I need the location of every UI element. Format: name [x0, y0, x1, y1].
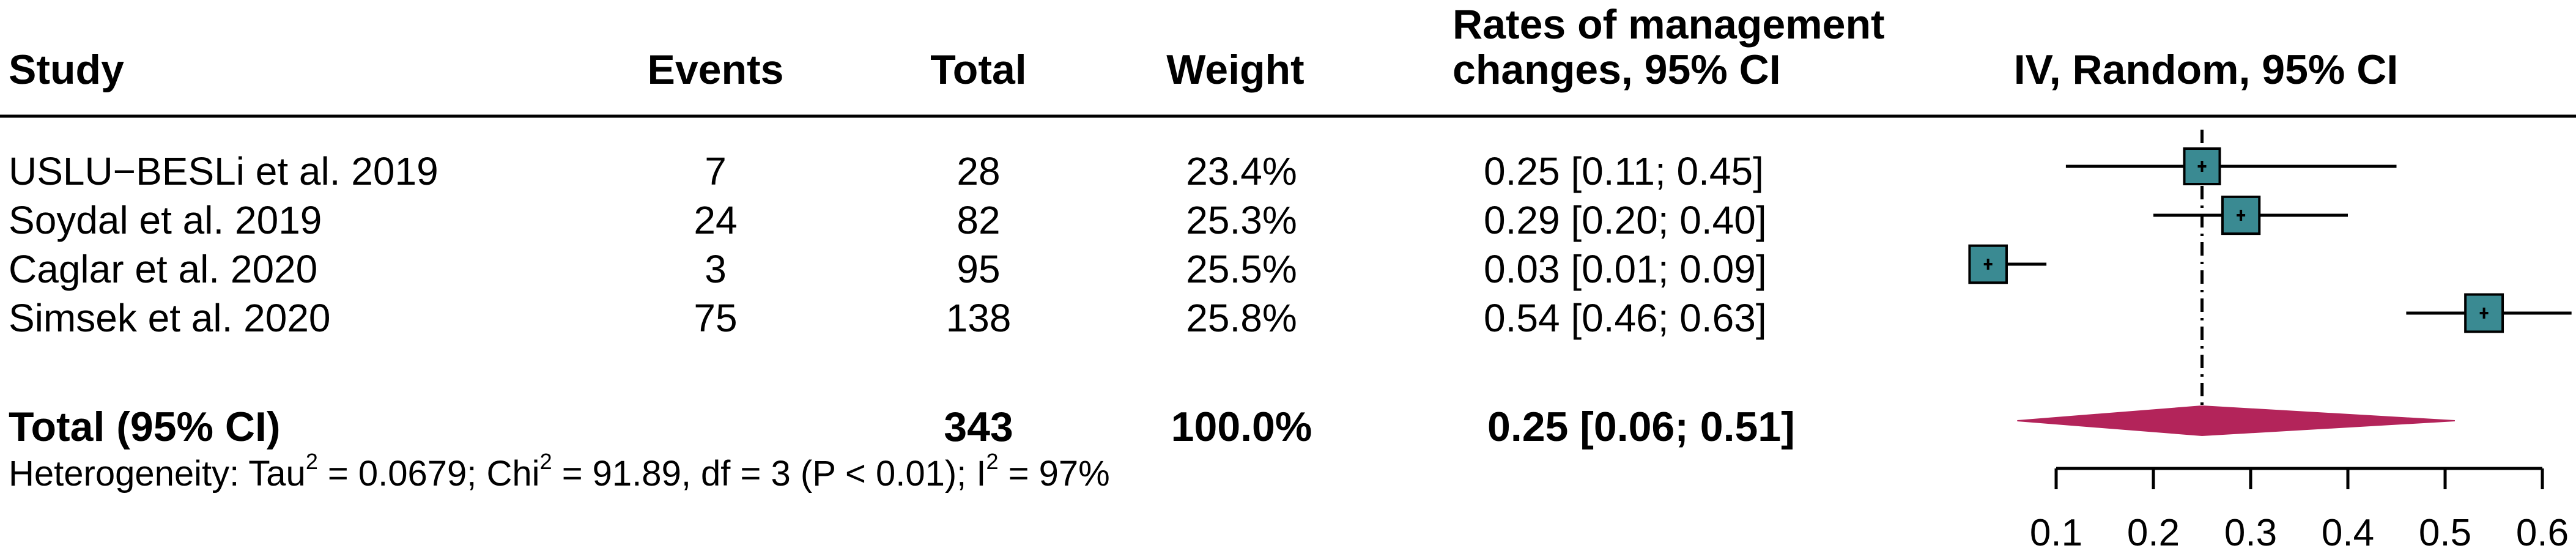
- events-value: 3: [705, 247, 727, 291]
- ci-text: 0.03 [0.01; 0.09]: [1484, 247, 1767, 291]
- study-name: Caglar et al. 2020: [9, 247, 318, 291]
- weight-value: 23.4%: [1186, 149, 1297, 193]
- weight-value: 25.5%: [1186, 247, 1297, 291]
- summary-ci-text: 0.25 [0.06; 0.51]: [1487, 404, 1795, 450]
- total-value: 28: [957, 149, 1001, 193]
- header-study: Study: [9, 46, 124, 93]
- weight-value: 25.8%: [1186, 296, 1297, 340]
- header-rate-line1: Rates of management: [1453, 1, 1885, 48]
- pooled-diamond: [2017, 405, 2455, 437]
- study-name: Soydal et al. 2019: [9, 198, 322, 242]
- x-tick-label: 0.6: [2516, 512, 2569, 551]
- header-rate-line2: changes, 95% CI: [1453, 46, 1781, 93]
- x-tick-label: 0.4: [2322, 512, 2374, 551]
- weight-value: 25.3%: [1186, 198, 1297, 242]
- events-value: 24: [694, 198, 738, 242]
- study-box: [1968, 244, 2008, 284]
- x-tick-label: 0.2: [2127, 512, 2180, 551]
- ci-text: 0.25 [0.11; 0.45]: [1484, 149, 1764, 193]
- x-tick-label: 0.1: [2030, 512, 2082, 551]
- ci-text: 0.29 [0.20; 0.40]: [1484, 198, 1767, 242]
- header-weight: Weight: [1166, 46, 1305, 93]
- header-total: Total: [930, 46, 1027, 93]
- total-value: 138: [946, 296, 1012, 340]
- header-events: Events: [647, 46, 784, 93]
- x-tick-label: 0.3: [2224, 512, 2277, 551]
- events-value: 7: [705, 149, 727, 193]
- summary-weight: 100.0%: [1171, 404, 1312, 450]
- summary-label: Total (95% CI): [9, 404, 281, 450]
- summary-total: 343: [944, 404, 1013, 450]
- x-tick-label: 0.5: [2419, 512, 2471, 551]
- header-plot: IV, Random, 95% CI: [2013, 46, 2399, 93]
- ci-text: 0.54 [0.46; 0.63]: [1484, 296, 1767, 340]
- study-name: Simsek et al. 2020: [9, 296, 331, 340]
- study-name: USLU−BESLi et al. 2019: [9, 149, 439, 193]
- total-value: 95: [957, 247, 1001, 291]
- total-value: 82: [957, 198, 1001, 242]
- events-value: 75: [694, 296, 738, 340]
- heterogeneity-text: Heterogeneity: Tau2 = 0.0679; Chi2 = 91.…: [9, 449, 1110, 494]
